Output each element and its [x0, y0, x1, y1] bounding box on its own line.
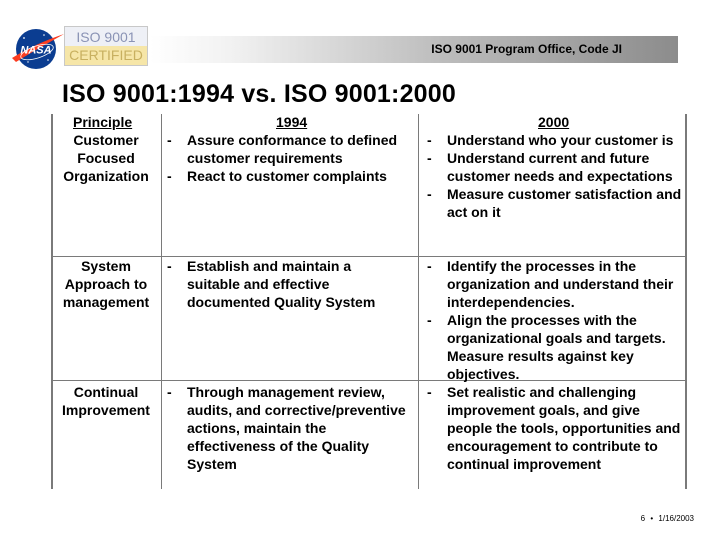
banner-title: ISO 9001 Program Office, Code JI — [431, 42, 622, 56]
principle-line: management — [62, 294, 150, 310]
header-2000: 2000 — [538, 114, 570, 130]
row-divider-2 — [51, 380, 687, 381]
principle-line: Organization — [63, 168, 149, 184]
list-2000: Set realistic and challenging improvemen… — [426, 383, 688, 473]
table-divider-2 — [418, 114, 419, 489]
list-item: Understand who your customer is — [426, 131, 688, 149]
list-item: Understand current and future customer n… — [426, 149, 688, 185]
table-border-left — [51, 114, 53, 489]
principle-line: Focused — [77, 150, 135, 166]
list-item: Set realistic and challenging improvemen… — [426, 383, 688, 473]
list-item: Assure conformance to defined customer r… — [166, 131, 416, 167]
list-1994: Through management review, audits, and c… — [166, 383, 416, 473]
list-2000: Understand who your customer is Understa… — [426, 131, 688, 221]
list-item: Align the processes with the organizatio… — [426, 311, 688, 383]
header-principle: Principle — [73, 114, 133, 130]
page-title: ISO 9001:1994 vs. ISO 9001:2000 — [62, 80, 456, 108]
principle-line: Customer — [73, 132, 139, 148]
list-2000: Identify the processes in the organizati… — [426, 257, 688, 383]
list-item: Establish and maintain a suitable and ef… — [166, 257, 394, 311]
list-item: React to customer complaints — [166, 167, 416, 185]
slide-footer: 6 • 1/16/2003 — [641, 514, 694, 523]
page-number: 6 — [640, 514, 646, 523]
list-item: Through management review, audits, and c… — [166, 383, 416, 473]
principle-cell: System Approach to management — [53, 257, 159, 311]
principle-line: Approach to — [64, 276, 148, 292]
nasa-logo-text: NASA — [20, 45, 51, 57]
header-banner: ISO 9001 Program Office, Code JI — [150, 36, 678, 63]
nasa-logo: NASA — [10, 26, 66, 72]
footer-separator: • — [650, 514, 654, 523]
footer-date: 1/16/2003 — [658, 514, 694, 523]
list-item: Measure customer satisfaction and act on… — [426, 185, 688, 221]
list-1994: Assure conformance to defined customer r… — [166, 131, 416, 185]
iso-certified-badge: ISO 9001 CERTIFIED — [64, 26, 148, 66]
principle-cell: Continual Improvement — [53, 383, 159, 419]
cert-line-1: ISO 9001 — [76, 29, 136, 45]
comparison-table: Principle 1994 2000 Customer Focused Org… — [51, 114, 687, 489]
table-divider-1 — [161, 114, 162, 489]
cert-line-2: CERTIFIED — [69, 47, 143, 63]
principle-line: System — [81, 258, 131, 274]
principle-cell: Customer Focused Organization — [53, 131, 159, 185]
principle-line: Continual — [73, 384, 139, 400]
principle-line: Improvement — [62, 402, 150, 418]
list-item: Identify the processes in the organizati… — [426, 257, 688, 311]
header-1994: 1994 — [276, 114, 308, 130]
list-1994: Establish and maintain a suitable and ef… — [166, 257, 394, 311]
